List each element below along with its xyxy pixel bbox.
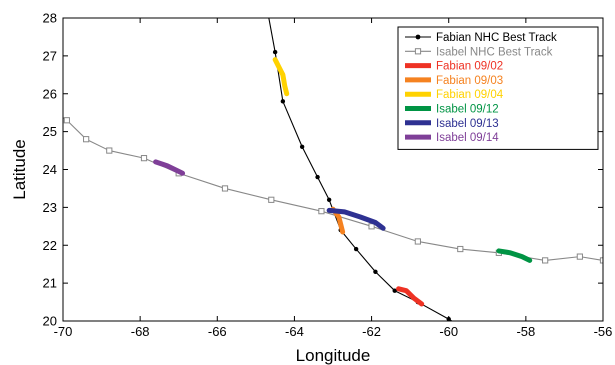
legend-marker <box>414 48 422 55</box>
track-point <box>315 174 320 180</box>
track-point <box>299 144 305 149</box>
track-point <box>392 288 397 293</box>
series-5 <box>496 248 533 263</box>
series-4 <box>272 57 290 97</box>
x-tick-label: -70 <box>54 324 73 339</box>
legend-label: Fabian 09/04 <box>436 89 504 101</box>
x-tick-label: -58 <box>516 324 535 339</box>
legend-label: Isabel NHC Best Track <box>436 46 553 58</box>
track-point <box>462 326 466 330</box>
track-point <box>414 238 421 245</box>
x-tick-label: -64 <box>285 324 304 339</box>
track-point <box>272 49 278 55</box>
track-point <box>368 223 375 230</box>
y-axis: 20 21 22 23 24 25 26 27 28 <box>43 11 603 329</box>
track-point <box>140 155 148 162</box>
legend-box <box>397 26 599 150</box>
y-tick-label: 25 <box>43 124 57 139</box>
x-axis-title: Longitude <box>296 346 371 365</box>
series-2 <box>396 286 425 307</box>
x-tick-label: -66 <box>208 324 227 339</box>
y-tick-label: 24 <box>43 162 57 177</box>
track-point <box>221 185 229 192</box>
track-point <box>542 257 549 264</box>
y-tick-label: 27 <box>43 48 57 63</box>
forecast-segment <box>326 207 386 231</box>
track-point <box>268 196 275 203</box>
track-point <box>265 8 269 12</box>
track-point <box>457 245 464 253</box>
legend-label: Isabel 09/14 <box>436 132 499 144</box>
track-point <box>106 147 113 154</box>
y-tick-label: 23 <box>43 200 57 215</box>
x-tick-label: -56 <box>594 324 613 339</box>
legend-label: Isabel 09/13 <box>436 118 499 130</box>
legend-label: Fabian 09/03 <box>436 75 503 87</box>
forecast-segment <box>496 248 533 263</box>
x-tick-label: -62 <box>362 324 381 339</box>
x-axis: -70 -68 -66 -64 -62 -60 -58 -56 <box>54 18 613 339</box>
track-point <box>599 257 603 264</box>
legend-label: Fabian NHC Best Track <box>436 32 557 44</box>
forecast-segment <box>153 159 186 176</box>
track-point <box>280 99 286 104</box>
forecast-segment <box>272 57 290 97</box>
series-7 <box>153 159 186 176</box>
track-point <box>373 269 378 274</box>
y-tick-label: 21 <box>43 276 57 291</box>
legend-marker <box>415 34 421 40</box>
forecast-segment <box>396 286 425 307</box>
y-tick-label: 26 <box>43 86 57 101</box>
track-point <box>83 136 90 143</box>
x-tick-label: -60 <box>439 324 458 339</box>
legend-label: Isabel 09/12 <box>436 104 499 116</box>
track-point <box>576 253 583 260</box>
y-tick-label: 20 <box>43 314 57 329</box>
legend: Fabian NHC Best Track Isabel NHC Best Tra… <box>397 26 599 150</box>
track-point <box>63 117 70 124</box>
y-tick-label: 28 <box>43 11 57 26</box>
track-point <box>353 246 359 252</box>
data-layer <box>53 8 603 330</box>
y-axis-title: Latitude <box>10 139 29 200</box>
y-tick-label: 22 <box>43 238 57 253</box>
track-point <box>326 197 332 202</box>
track-point <box>318 208 325 215</box>
legend-label: Fabian 09/02 <box>436 61 503 73</box>
x-tick-label: -68 <box>131 324 150 339</box>
series-6 <box>326 207 386 231</box>
track-point <box>53 110 58 115</box>
